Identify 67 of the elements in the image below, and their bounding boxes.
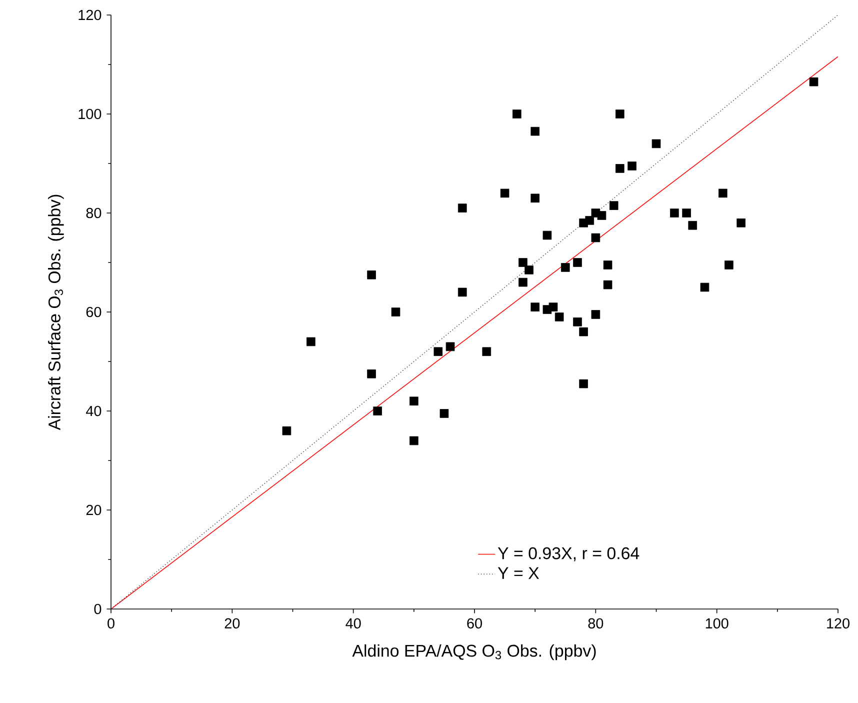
x-tick-label: 100 xyxy=(706,618,728,628)
y-tick-label: 0 xyxy=(94,604,102,614)
point xyxy=(597,211,606,220)
y-tick-label: 20 xyxy=(86,504,102,516)
x-tick-label: 60 xyxy=(467,618,482,628)
point xyxy=(367,270,376,280)
point xyxy=(542,230,552,240)
point xyxy=(410,396,418,406)
point xyxy=(579,327,588,336)
point xyxy=(652,139,661,148)
point xyxy=(628,162,636,170)
x-tick-label: 20 xyxy=(224,618,240,628)
y-tick-label: 60 xyxy=(86,306,102,318)
point xyxy=(524,266,534,274)
point xyxy=(530,302,540,312)
point xyxy=(682,208,691,218)
point xyxy=(603,260,612,270)
y-tick-label: 40 xyxy=(86,406,102,416)
point xyxy=(530,194,540,203)
point xyxy=(373,406,382,416)
point xyxy=(306,337,316,346)
point xyxy=(700,282,710,292)
point xyxy=(434,347,443,356)
legend-label: Y = 0.93X, r = 0.64 xyxy=(498,547,640,562)
point xyxy=(718,188,728,198)
point xyxy=(609,201,618,210)
point xyxy=(579,379,588,388)
point xyxy=(548,302,558,312)
x-tick-label: 120 xyxy=(827,618,850,628)
point xyxy=(724,260,734,270)
point xyxy=(446,342,455,352)
point xyxy=(530,126,540,136)
point xyxy=(458,204,467,212)
point xyxy=(591,233,600,242)
point xyxy=(440,409,449,418)
point xyxy=(736,218,746,228)
point xyxy=(616,164,624,173)
point xyxy=(500,188,510,198)
x-tick-label: 40 xyxy=(346,618,361,628)
point xyxy=(560,263,570,272)
point xyxy=(482,347,492,356)
point xyxy=(367,369,376,378)
x-tick-label: 80 xyxy=(588,618,604,628)
point xyxy=(573,258,582,267)
point xyxy=(282,426,292,436)
point xyxy=(512,110,522,118)
point xyxy=(554,312,564,322)
y-tick-label: 100 xyxy=(78,108,102,120)
point xyxy=(670,208,679,218)
point xyxy=(518,278,528,287)
y-tick-label: 80 xyxy=(86,208,102,218)
point xyxy=(458,288,467,297)
x-axis-title: Aldino EPA/AQS O$_{3}$ Obs. (ppbv) xyxy=(352,644,596,660)
x-tick-label: 0 xyxy=(108,618,114,628)
point xyxy=(391,308,400,316)
point xyxy=(573,317,582,326)
point xyxy=(518,258,528,267)
point xyxy=(603,280,612,290)
point xyxy=(585,216,594,225)
legend-label: Y = X xyxy=(498,567,540,579)
point xyxy=(809,77,818,86)
y-tick-label: 120 xyxy=(78,10,102,20)
point xyxy=(616,110,624,118)
point xyxy=(591,310,600,319)
point xyxy=(688,220,698,230)
point xyxy=(410,436,418,446)
y-axis-title: Aircraft Surface O$_{3}$ Obs. (ppbv) xyxy=(48,194,64,430)
